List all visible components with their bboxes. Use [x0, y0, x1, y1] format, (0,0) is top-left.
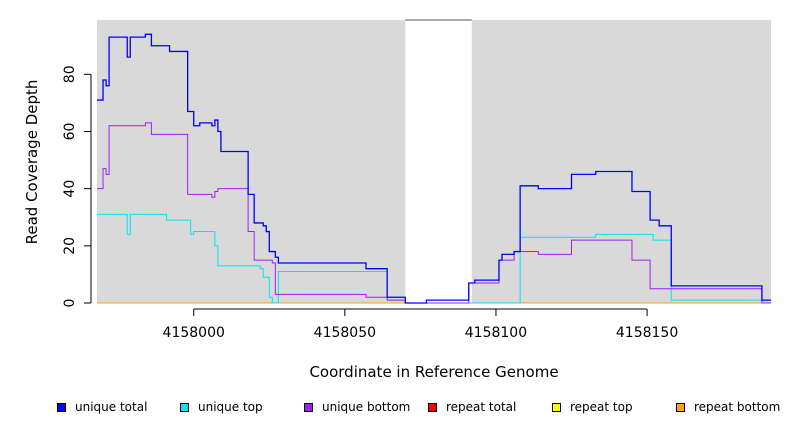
- axes: 4158000 4158050 4158100 4158150 0 20 40 60 80: [62, 65, 678, 341]
- legend-item-repeat-bottom: repeat bottom: [676, 400, 780, 414]
- shaded-region: [471, 20, 771, 303]
- x-tick-label: 4158050: [314, 325, 376, 341]
- legend-item-repeat-total: repeat total: [428, 400, 516, 414]
- x-axis-title: Coordinate in Reference Genome: [309, 363, 558, 381]
- legend-swatch: [57, 402, 66, 412]
- series-line-unique-total: [97, 33, 771, 304]
- series-line-unique-bottom: [97, 122, 771, 304]
- y-tick-label: 0: [62, 299, 78, 308]
- legend-item-repeat-top: repeat top: [552, 400, 633, 414]
- series-line-unique-top: [97, 213, 771, 304]
- legend-label: repeat bottom: [694, 400, 781, 414]
- y-tick-label: 80: [62, 65, 78, 83]
- x-tick-label: 4158100: [465, 325, 527, 341]
- x-tick-label: 4158000: [163, 325, 225, 341]
- legend-label: repeat top: [570, 400, 633, 414]
- series-lines: [97, 33, 771, 304]
- legend-label: unique total: [75, 400, 148, 414]
- y-tick-label: 20: [62, 237, 78, 255]
- x-tick-label: 4158150: [616, 325, 678, 341]
- y-tick-label: 60: [62, 123, 78, 141]
- legend-swatch: [676, 402, 685, 412]
- legend-swatch: [304, 402, 313, 412]
- y-tick-label: 40: [62, 180, 78, 198]
- legend-label: unique top: [198, 400, 263, 414]
- legend-label: unique bottom: [322, 400, 411, 414]
- legend-item-unique-bottom: unique bottom: [304, 400, 410, 414]
- legend: unique total unique top unique bottom repea…: [0, 400, 792, 418]
- legend-label: repeat total: [446, 400, 517, 414]
- y-axis-title: Read Coverage Depth: [23, 80, 41, 245]
- shaded-regions: [97, 19, 771, 303]
- legend-swatch: [428, 402, 437, 412]
- legend-item-unique-total: unique total: [57, 400, 147, 414]
- shaded-region: [97, 20, 406, 303]
- legend-swatch: [552, 402, 561, 412]
- legend-swatch: [180, 402, 189, 412]
- legend-item-unique-top: unique top: [180, 400, 263, 414]
